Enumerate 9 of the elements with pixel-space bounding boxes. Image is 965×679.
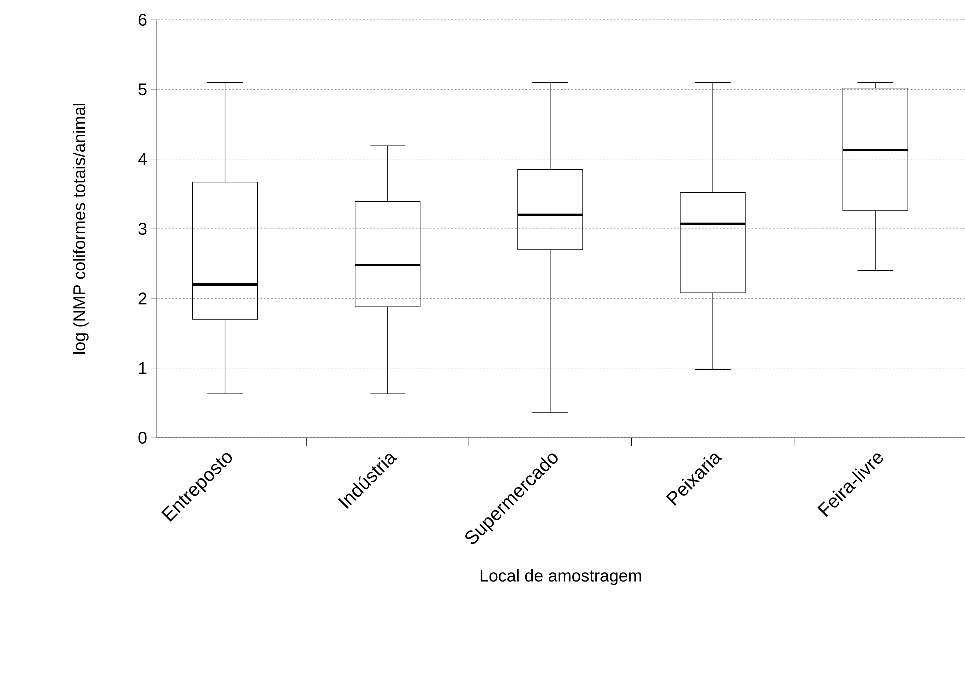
y-axis-title: log (NMP coliformes totais/animal [73, 104, 89, 354]
y-tick-label: 1 [139, 362, 147, 374]
x-axis-title: Local de amostragem [480, 569, 642, 586]
y-tick-label: 6 [138, 14, 147, 26]
y-tick-label: 5 [138, 84, 147, 96]
y-tick-label: 0 [138, 432, 147, 444]
y-tick-label: 3 [138, 223, 147, 235]
y-tick-label: 2 [138, 292, 147, 305]
y-tick-label: 4 [138, 154, 147, 166]
